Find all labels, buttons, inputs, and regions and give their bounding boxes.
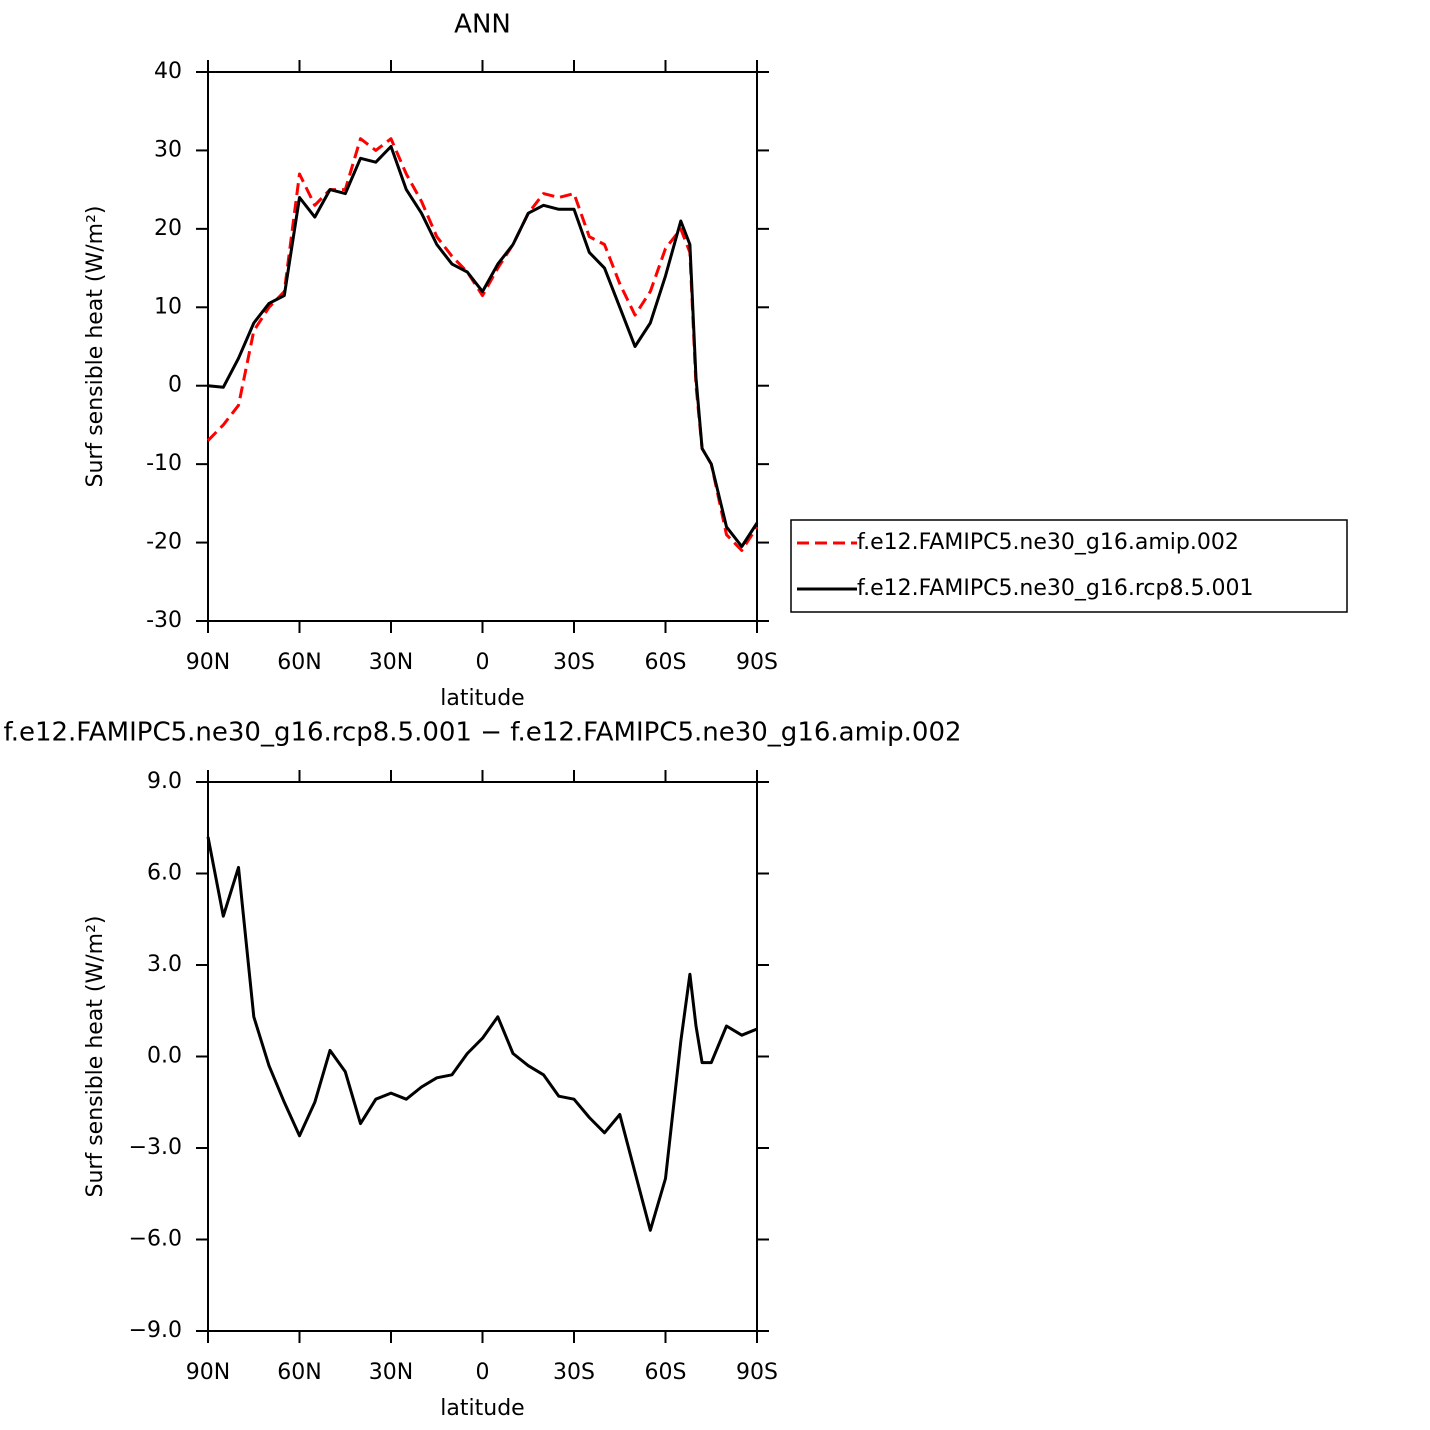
chart-title: f.e12.FAMIPC5.ne30_g16.rcp8.5.001 − f.e1…	[3, 718, 961, 748]
y-tick-label: 3.0	[147, 952, 182, 977]
y-tick-label: 40	[154, 59, 182, 84]
x-tick-label: 0	[476, 1360, 490, 1385]
y-tick-label: 30	[154, 137, 182, 162]
x-tick-label: 60N	[277, 1360, 321, 1385]
y-tick-label: 0.0	[147, 1044, 182, 1069]
y-tick-label: 20	[154, 216, 182, 241]
x-axis-label: latitude	[440, 686, 524, 711]
series-line	[207, 145, 759, 548]
x-tick-label: 30N	[369, 1360, 413, 1385]
legend-label: f.e12.FAMIPC5.ne30_g16.rcp8.5.001	[857, 576, 1253, 601]
legend-label: f.e12.FAMIPC5.ne30_g16.amip.002	[857, 530, 1239, 555]
x-tick-label: 0	[476, 650, 490, 675]
x-tick-label: 30S	[553, 650, 595, 675]
series-line	[206, 836, 758, 1232]
series-line	[206, 137, 759, 552]
y-tick-label: -30	[146, 608, 182, 633]
y-tick-label: −3.0	[129, 1135, 182, 1160]
x-tick-label: 60S	[645, 1360, 687, 1385]
plot-frame	[207, 71, 758, 622]
x-tick-label: 30N	[369, 650, 413, 675]
x-tick-label: 30S	[553, 1360, 595, 1385]
legend-box	[790, 519, 1348, 613]
x-tick-label: 60N	[277, 650, 321, 675]
y-axis-label: Surf sensible heat (W/m²)	[83, 916, 108, 1198]
x-tick-label: 90N	[186, 650, 230, 675]
y-tick-label: 10	[154, 294, 182, 319]
x-axis-label: latitude	[440, 1396, 524, 1421]
y-tick-label: -10	[146, 451, 182, 476]
y-tick-label: -20	[146, 530, 182, 555]
x-tick-label: 60S	[645, 650, 687, 675]
y-tick-label: 0	[168, 373, 182, 398]
y-tick-label: −9.0	[129, 1318, 182, 1343]
y-tick-label: 6.0	[147, 861, 182, 886]
y-tick-label: −6.0	[129, 1227, 182, 1252]
plot-frame	[207, 781, 758, 1332]
x-tick-label: 90N	[186, 1360, 230, 1385]
y-tick-label: 9.0	[147, 769, 182, 794]
x-tick-label: 90S	[736, 1360, 778, 1385]
x-tick-label: 90S	[736, 650, 778, 675]
y-axis-label: Surf sensible heat (W/m²)	[83, 206, 108, 488]
chart-title: ANN	[454, 10, 511, 40]
